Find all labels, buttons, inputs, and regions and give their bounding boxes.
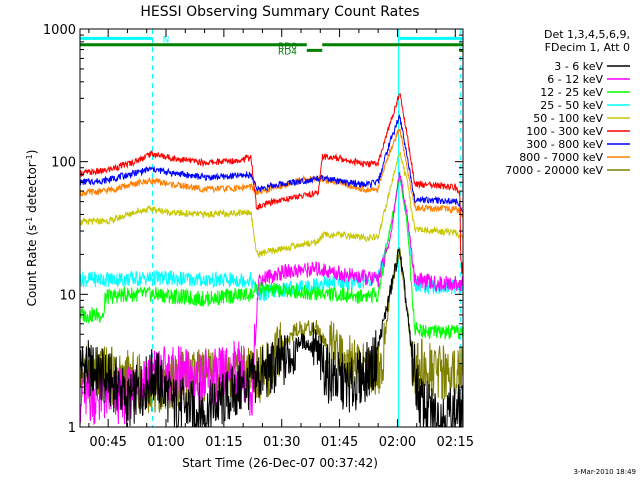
legend-header-line-1: Det 1,3,4,5,6,9, xyxy=(544,28,630,41)
x-tick-label: 00:45 xyxy=(89,435,126,450)
flag-bar-label: N xyxy=(163,35,170,45)
series-line xyxy=(79,248,464,429)
legend-label: 7000 - 20000 keV xyxy=(505,164,603,177)
y-tick-label: 1000 xyxy=(43,23,76,38)
plot-frame xyxy=(79,28,464,428)
x-tick-label: 01:00 xyxy=(147,435,184,450)
flag-bar-label: RD4 xyxy=(278,47,297,57)
y-tick-label: 100 xyxy=(51,156,76,171)
legend-header-line-2: FDecim 1, Att 0 xyxy=(545,41,630,54)
legend-label: 300 - 800 keV xyxy=(526,138,603,151)
series-line xyxy=(79,171,464,425)
series-line xyxy=(79,172,464,340)
x-tick-label: 01:45 xyxy=(321,435,358,450)
legend-label: 50 - 100 keV xyxy=(533,112,603,125)
y-tick-label: 10 xyxy=(59,288,76,303)
legend-label: 25 - 50 keV xyxy=(540,99,603,112)
series-line xyxy=(79,93,464,275)
legend-label: 12 - 25 keV xyxy=(540,86,603,99)
x-axis-label: Start Time (26-Dec-07 00:37:42) xyxy=(182,456,378,470)
series-line xyxy=(79,152,463,259)
legend-label: 3 - 6 keV xyxy=(554,60,603,73)
y-tick-label: 1 xyxy=(68,421,76,436)
legend-label: 800 - 7000 keV xyxy=(519,151,603,164)
series-line xyxy=(79,128,464,218)
chart-title: HESSI Observing Summary Count Rates xyxy=(140,4,419,20)
x-tick-label: 01:15 xyxy=(205,435,242,450)
series-line xyxy=(79,114,464,212)
legend-label: 6 - 12 keV xyxy=(547,73,603,86)
x-tick-label: 01:30 xyxy=(263,435,300,450)
flag-bar-label: RD0 xyxy=(278,42,297,52)
legend-label: 100 - 300 keV xyxy=(526,125,603,138)
x-tick-label: 02:15 xyxy=(437,435,474,450)
footer-date: 3-Mar-2010 18:49 xyxy=(574,468,636,476)
y-axis-label: Count Rate (s-1 detector-1) xyxy=(25,150,39,307)
x-tick-label: 02:00 xyxy=(379,435,416,450)
